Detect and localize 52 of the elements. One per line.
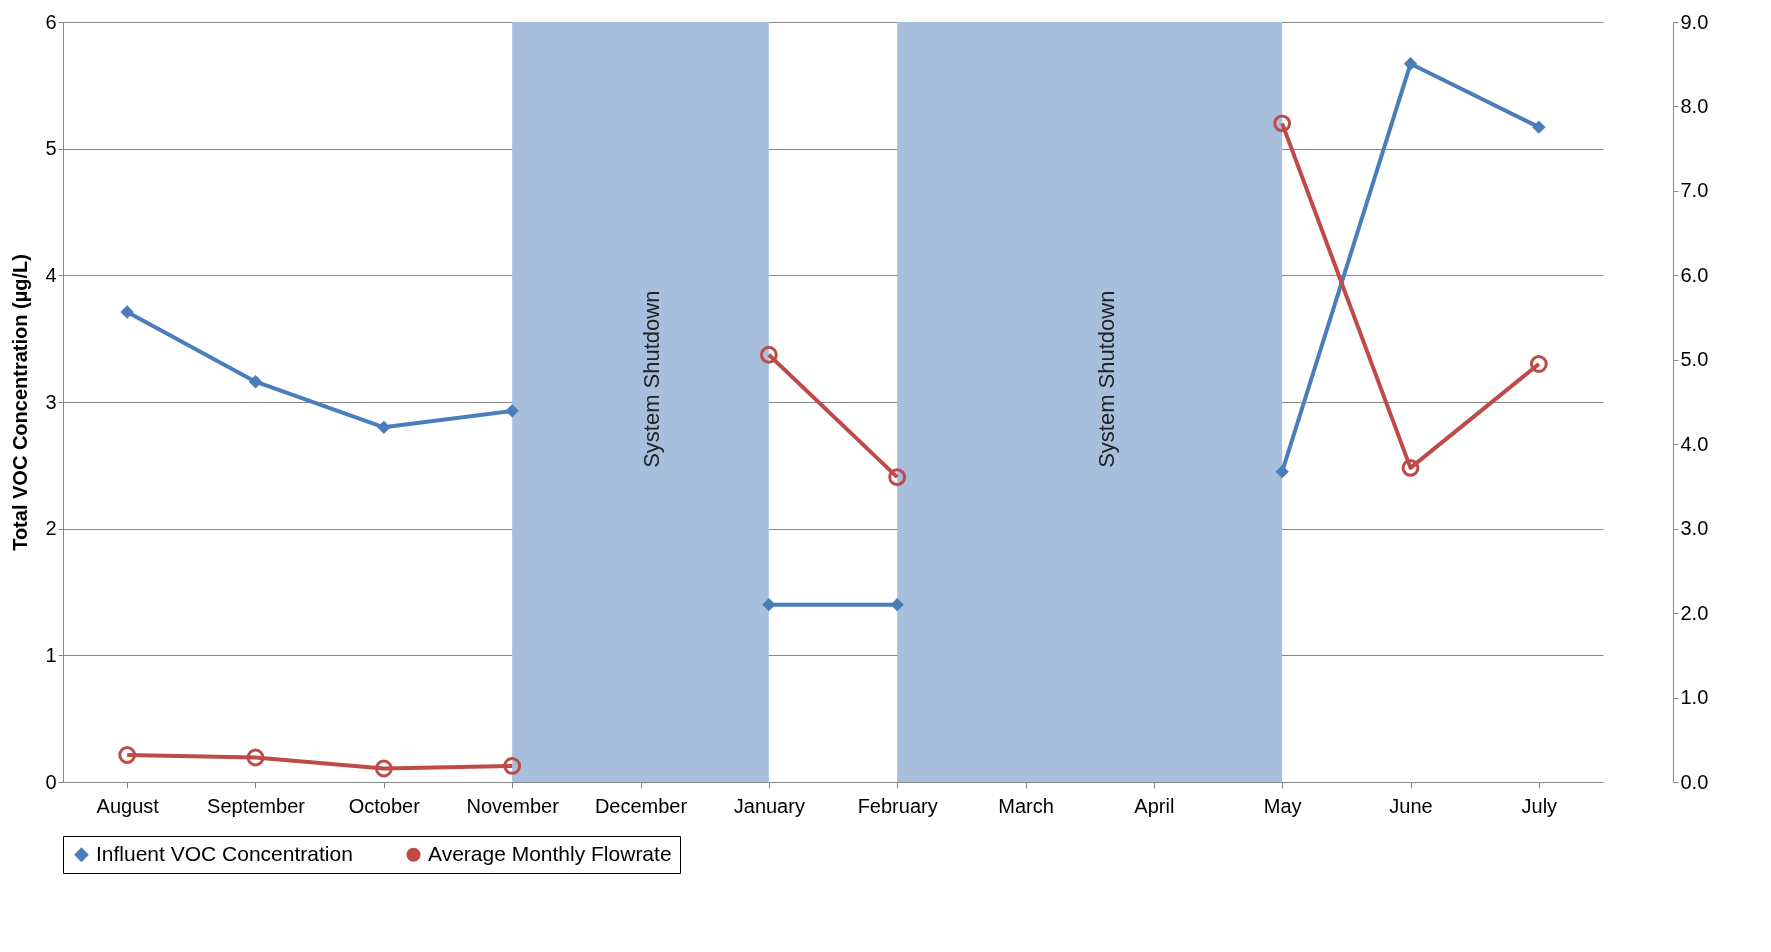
point [120, 305, 134, 319]
band-label: System Shutdown [639, 290, 665, 468]
y2-tick-label: 7.0 [1680, 179, 1709, 202]
y-tick-label: 3 [45, 390, 57, 413]
x-tick-label: March [998, 794, 1054, 817]
point [118, 746, 137, 764]
y2-tick-label: 3.0 [1680, 517, 1709, 540]
y-tick-label: 6 [45, 10, 57, 33]
y-axis-title: Total VOC Concentration (µg/L) [9, 254, 32, 551]
y2-tick-label: 1.0 [1680, 686, 1709, 709]
x-tick-label: April [1134, 794, 1175, 817]
y2-tick-label: 4.0 [1680, 432, 1709, 455]
point [248, 375, 263, 389]
x-tick-label: February [857, 794, 938, 817]
point [1273, 114, 1292, 133]
point [374, 759, 393, 778]
point [759, 345, 778, 364]
y2-tick-label: 0.0 [1680, 770, 1709, 793]
x-tick-label: January [733, 794, 805, 817]
legend-label: Average Monthly Flowrate [428, 841, 672, 865]
x-tick-label: October [348, 794, 421, 817]
point [505, 404, 519, 418]
y2-tick-label: 6.0 [1680, 263, 1709, 286]
point [890, 597, 904, 612]
y-tick-label: 2 [45, 517, 57, 540]
y-tick-label: 1 [45, 643, 57, 666]
x-tick-label: November [466, 794, 560, 817]
point [1275, 464, 1289, 479]
x-tick-label: May [1263, 794, 1302, 817]
y-tick-label: 4 [45, 263, 57, 286]
x-tick-label: June [1389, 794, 1433, 817]
point [377, 420, 391, 435]
point [246, 748, 265, 767]
point [1401, 458, 1420, 477]
x-tick-label: July [1521, 794, 1558, 817]
legend-label: Influent VOC Concentration [96, 841, 353, 865]
point [762, 597, 776, 612]
y2-tick-label: 2.0 [1680, 601, 1709, 624]
y2-tick-label: 8.0 [1680, 94, 1709, 117]
point [1403, 57, 1418, 71]
y2-tick-label: 9.0 [1680, 10, 1709, 33]
y-tick-label: 0 [45, 770, 57, 793]
point [1532, 120, 1546, 134]
x-tick-label: August [96, 794, 160, 817]
y-tick-label: 5 [45, 137, 57, 160]
y2-tick-label: 5.0 [1680, 348, 1709, 371]
band-label: System Shutdown [1094, 290, 1120, 468]
x-tick-label: December [594, 794, 688, 817]
x-tick-label: September [207, 794, 306, 817]
point [888, 468, 907, 487]
point [1529, 355, 1548, 373]
point [503, 757, 522, 775]
